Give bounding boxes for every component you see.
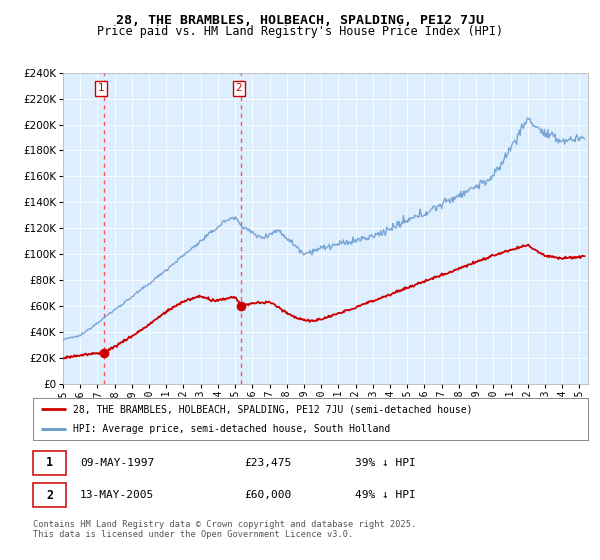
Text: 28, THE BRAMBLES, HOLBEACH, SPALDING, PE12 7JU (semi-detached house): 28, THE BRAMBLES, HOLBEACH, SPALDING, PE…: [73, 404, 472, 414]
Text: 2: 2: [46, 489, 53, 502]
FancyBboxPatch shape: [33, 483, 67, 507]
FancyBboxPatch shape: [33, 451, 67, 475]
Text: HPI: Average price, semi-detached house, South Holland: HPI: Average price, semi-detached house,…: [73, 424, 390, 434]
Text: 49% ↓ HPI: 49% ↓ HPI: [355, 490, 416, 500]
Text: 28, THE BRAMBLES, HOLBEACH, SPALDING, PE12 7JU: 28, THE BRAMBLES, HOLBEACH, SPALDING, PE…: [116, 14, 484, 27]
Text: 1: 1: [46, 456, 53, 469]
Text: 09-MAY-1997: 09-MAY-1997: [80, 458, 154, 468]
Text: £60,000: £60,000: [244, 490, 291, 500]
Text: 2: 2: [235, 83, 242, 94]
Text: 39% ↓ HPI: 39% ↓ HPI: [355, 458, 416, 468]
Text: £23,475: £23,475: [244, 458, 291, 468]
Text: 13-MAY-2005: 13-MAY-2005: [80, 490, 154, 500]
Text: 1: 1: [98, 83, 104, 94]
Text: Price paid vs. HM Land Registry's House Price Index (HPI): Price paid vs. HM Land Registry's House …: [97, 25, 503, 38]
Text: Contains HM Land Registry data © Crown copyright and database right 2025.
This d: Contains HM Land Registry data © Crown c…: [33, 520, 416, 539]
